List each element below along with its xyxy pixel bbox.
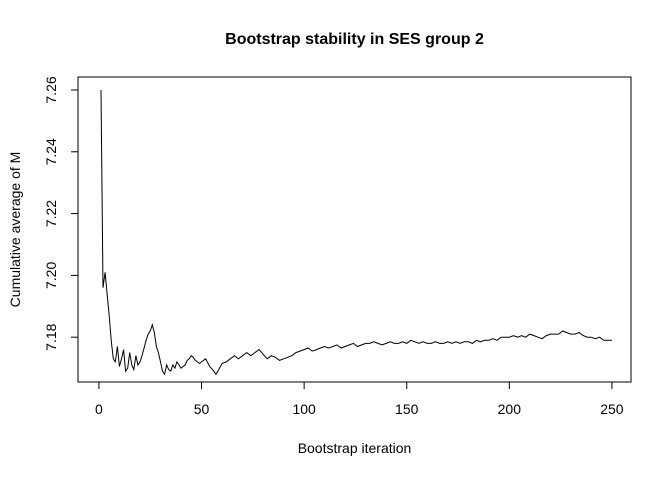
y-axis-title: Cumulative average of M bbox=[7, 152, 23, 308]
x-axis-ticks: 0 50 100 150 200 250 bbox=[95, 382, 624, 417]
chart-title: Bootstrap stability in SES group 2 bbox=[225, 31, 484, 48]
y-tick-label: 7.20 bbox=[43, 262, 59, 289]
x-tick-label: 100 bbox=[292, 401, 316, 417]
y-tick-label: 7.26 bbox=[43, 76, 59, 103]
x-tick-label: 200 bbox=[498, 401, 522, 417]
plot-box bbox=[77, 76, 632, 383]
y-tick-label: 7.22 bbox=[43, 200, 59, 227]
y-axis-ticks: 7.18 7.20 7.22 7.24 7.26 bbox=[43, 76, 78, 351]
x-tick-label: 50 bbox=[194, 401, 210, 417]
x-tick-label: 250 bbox=[600, 401, 624, 417]
x-tick-label: 0 bbox=[95, 401, 103, 417]
data-line bbox=[100, 89, 612, 376]
y-tick-label: 7.24 bbox=[43, 138, 59, 165]
x-axis-title: Bootstrap iteration bbox=[298, 440, 412, 456]
y-tick-label: 7.18 bbox=[43, 323, 59, 350]
x-tick-label: 150 bbox=[395, 401, 419, 417]
